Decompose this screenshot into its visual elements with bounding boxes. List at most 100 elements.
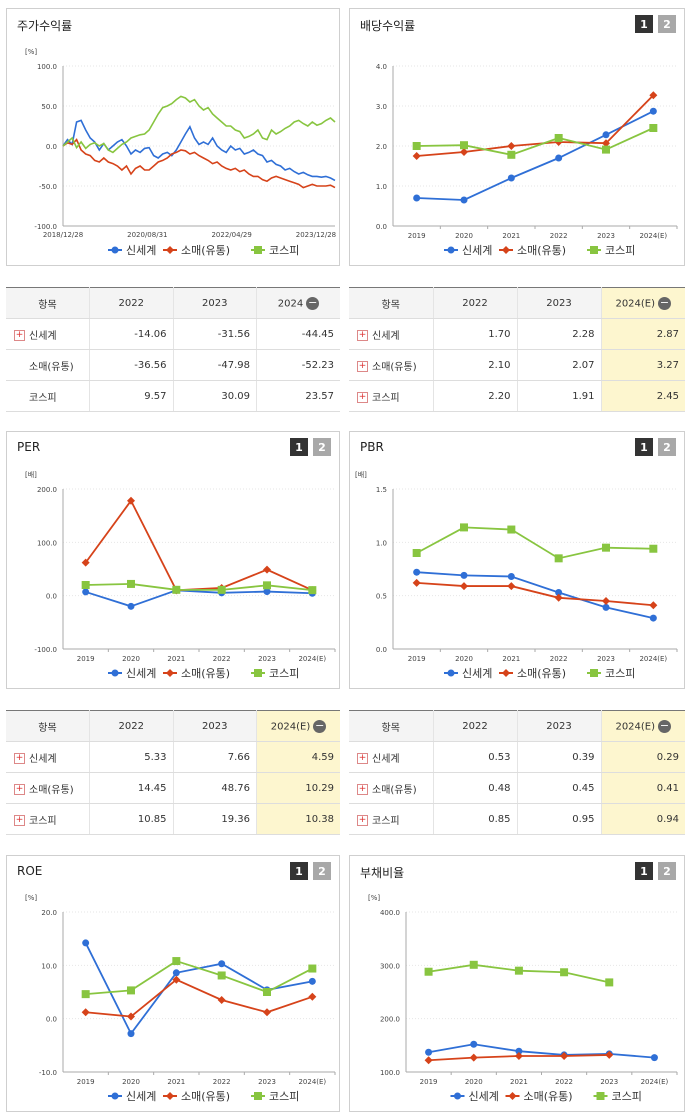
table-cell: -44.45 <box>256 318 340 350</box>
data-point <box>502 246 510 254</box>
table-row: + 코스피 10.85 19.36 10.38 <box>6 803 340 835</box>
x-tick-label: 2024(E) <box>298 1078 326 1086</box>
expand-icon[interactable]: + <box>14 784 25 795</box>
table-cell: 5.33 <box>89 741 174 773</box>
table-row: + 신세계 0.53 0.39 0.29 <box>349 741 685 773</box>
expand-icon[interactable]: + <box>357 330 368 341</box>
data-point <box>217 585 226 594</box>
row-label: + 신세계 <box>349 318 434 350</box>
y-tick-label: 2.0 <box>376 143 387 151</box>
data-point <box>460 148 468 156</box>
table-header-row: 항목 2022 2023 2024− <box>6 287 340 319</box>
legend-label: 신세계 <box>126 667 156 680</box>
row-label: + 코스피 <box>349 380 434 412</box>
expand-icon[interactable]: + <box>14 330 25 341</box>
expand-icon[interactable]: + <box>14 753 25 764</box>
expand-icon[interactable]: + <box>357 815 368 826</box>
table-header-row: 항목 2022 2023 2024(E) − <box>6 710 340 742</box>
data-point <box>413 568 421 576</box>
panel-title: PBR <box>360 440 384 454</box>
expand-icon[interactable]: + <box>357 361 368 372</box>
table-cell: 10.29 <box>256 772 340 804</box>
expand-icon[interactable]: + <box>357 753 368 764</box>
chart-2-button[interactable]: 2 <box>313 438 331 456</box>
series-line <box>85 583 313 592</box>
y-tick-label: 100.0 <box>380 1069 400 1077</box>
y-tick-label: 200.0 <box>380 1016 400 1024</box>
y-tick-label: 100.0 <box>37 539 57 547</box>
table-cell: 2.10 <box>433 349 518 381</box>
data-point <box>308 586 317 595</box>
expand-icon[interactable]: + <box>14 815 25 826</box>
debt-ratio-chart: 400.0 300.0 200.0 100.0 [%] 2019 2020 2021 2022 2… <box>368 894 678 1103</box>
collapse-icon[interactable]: − <box>658 295 672 310</box>
chart-2-button[interactable]: 2 <box>658 438 676 456</box>
table-row: + 소매(유통) 14.45 48.76 10.29 <box>6 772 340 804</box>
chart-2-button[interactable]: 2 <box>658 862 676 880</box>
data-point <box>507 582 516 591</box>
table-cell: 0.41 <box>601 772 685 804</box>
table-cell: 2.20 <box>433 380 518 412</box>
data-point <box>425 1048 433 1056</box>
x-tick-label: 2022 <box>213 1078 231 1086</box>
data-point <box>413 194 421 202</box>
y-tick-label: 4.0 <box>376 63 387 71</box>
data-point <box>560 968 569 977</box>
x-tick-label: 2024(E) <box>639 655 667 663</box>
table-cell: -14.06 <box>89 318 174 350</box>
chart-1-button[interactable]: 1 <box>635 862 653 880</box>
data-point <box>172 969 180 977</box>
y-tick-label: -10.0 <box>39 1069 57 1077</box>
data-point <box>263 565 271 574</box>
x-tick-label: 2019 <box>77 655 95 663</box>
data-point <box>172 585 181 594</box>
chart-1-button[interactable]: 1 <box>290 438 308 456</box>
y-tick-label: 0.5 <box>376 593 387 601</box>
expand-icon[interactable]: + <box>357 784 368 795</box>
chart-2-button[interactable]: 2 <box>658 15 676 33</box>
data-point <box>507 174 515 182</box>
data-point <box>602 543 610 552</box>
data-point <box>554 593 563 602</box>
data-point <box>460 582 468 591</box>
chart-1-button[interactable]: 1 <box>635 438 653 456</box>
legend-label: 코스피 <box>269 667 299 680</box>
data-point <box>166 1092 174 1100</box>
collapse-icon[interactable]: − <box>313 718 327 733</box>
y-tick-label: 400.0 <box>380 909 400 917</box>
data-point <box>602 131 610 139</box>
table-cell: 30.09 <box>173 380 257 412</box>
pbr-chart: 1.5 1.0 0.5 0.0 [배] 2019 2020 2021 2022 2023 2024(… <box>355 470 678 680</box>
dividend-yield-table: 항목 2022 2023 2024(E) − + 신세계 1.70 2.28 2.87 + 소매(유통… <box>349 287 685 412</box>
data-point <box>127 986 135 995</box>
data-point <box>507 525 516 534</box>
data-point <box>602 603 610 611</box>
expand-icon[interactable]: + <box>357 392 368 403</box>
table-row: + 소매(유통) 0.48 0.45 0.41 <box>349 772 685 804</box>
data-point <box>412 142 421 150</box>
chart-1-button[interactable]: 1 <box>290 862 308 880</box>
column-header: 2023 <box>517 287 602 319</box>
chart-2-button[interactable]: 2 <box>313 862 331 880</box>
x-tick-label: 2020 <box>455 232 473 240</box>
table-cell: 4.59 <box>256 741 340 773</box>
table-row: + 신세계 -14.06 -31.56 -44.45 <box>6 318 340 350</box>
collapse-icon[interactable]: − <box>306 295 320 310</box>
dividend-yield-chart: 4.0 3.0 2.0 1.0 0.0 2019 2020 2021 2022 2023 2024(… <box>376 63 678 257</box>
chart-1-button[interactable]: 1 <box>635 15 653 33</box>
data-point <box>650 1054 658 1062</box>
data-point <box>111 1092 119 1100</box>
data-point <box>649 544 658 553</box>
x-tick-label: 2019 <box>408 655 426 663</box>
table-cell: 23.57 <box>256 380 340 412</box>
table-row: + 코스피 2.20 1.91 2.45 <box>349 380 685 412</box>
data-point <box>602 139 610 148</box>
collapse-icon[interactable]: − <box>658 718 672 733</box>
data-point <box>217 996 226 1004</box>
y-tick-label: 1.5 <box>376 486 387 494</box>
table-cell: 2.28 <box>517 318 602 350</box>
data-point <box>127 602 135 610</box>
x-tick-label: 2019 <box>408 232 426 240</box>
series-line <box>416 94 654 157</box>
data-point <box>515 1047 523 1055</box>
